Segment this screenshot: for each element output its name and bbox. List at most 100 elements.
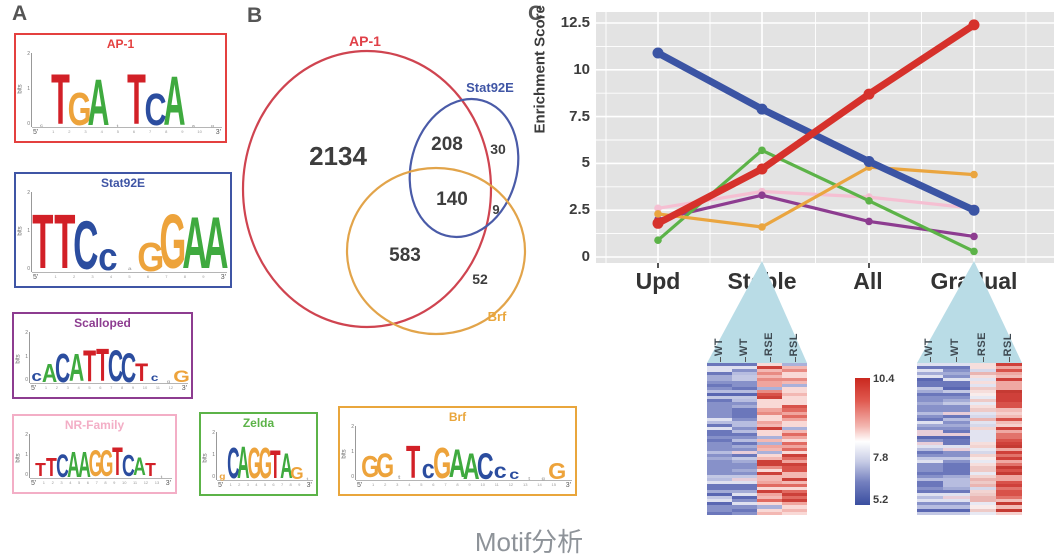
logo-letter: G [159,199,187,286]
x-label-stable: Stable [727,268,797,294]
venn-label-stat92e: Stat92E [466,80,514,95]
heatmap-col-tick [794,357,796,362]
caption: Motif分析 [474,527,584,557]
logo-letter: A [42,357,58,388]
point-Scalloped-Stable [758,191,766,199]
heatmap-col-tick [769,357,771,362]
motif-title-stat92e: Stat92E [100,176,146,190]
heatmap-col-label-WT: WT [949,337,962,356]
logo-letter: G [247,439,262,488]
logo-letter: t [160,474,162,479]
venn-circle-ap1 [241,49,493,329]
x-tick-Upd [657,263,659,268]
y-tick-0: 0 [581,248,590,265]
logo-letter: g [219,472,226,482]
logo-letter: G [137,233,165,280]
venn-count-stat-brf: 9 [492,202,500,217]
heatmap-gradual [917,363,1022,515]
y-tick-10: 10 [573,60,590,78]
logo-letter: T [135,359,149,388]
logo-letter: T [53,199,76,286]
logo-letter: C [55,344,71,391]
logo-letter: g [541,475,545,481]
logo-letter: T [51,59,70,140]
logo-letter: G [361,451,380,485]
logo-letter: g [166,378,170,384]
venn-count-stat-only: 30 [490,141,506,157]
venn-count-ap1-brf: 583 [389,245,421,266]
heatmap-col-tick [956,357,958,362]
logo-x-axis: 5' 1 2 3 4 5 6 7 8 9 3' [217,480,313,489]
point-Stat92E-All [863,156,875,167]
heatmap-stable [707,363,807,515]
logo-letter: G [290,463,304,484]
x-tick-All [868,263,870,268]
point-Brf-Upd [654,210,662,218]
logo-letter: t [116,123,119,128]
venn-count-ap1-stat: 208 [431,134,463,155]
logo-y-axis: bits 2 1 0 [15,330,30,383]
x-label-upd: Upd [635,268,681,294]
motif-title-brf: Brf [448,410,467,424]
logo-letter: c [421,454,435,485]
logo-y-axis: bits 2 1 0 [17,190,32,272]
logo-letter: a [127,267,132,273]
colorbar [855,378,870,505]
venn-count-ap1-only: 2134 [309,141,367,171]
logo-letter: T [46,452,58,483]
logo-letter: T [406,435,421,488]
logo-letter: T [144,459,156,481]
y-tick-12.5: 12.5 [560,14,590,31]
heatmap-col-label-RSL: RSL [1001,332,1014,357]
colorbar-min: 5.2 [873,494,889,506]
logo-letter: g [210,123,215,128]
logo-letter: A [237,437,250,489]
logo-letter: C [73,207,99,285]
logo-letter: G [258,439,272,488]
motif-title-zelda: Zelda [242,416,275,430]
y-tick-5: 5 [581,154,590,172]
venn-diagram: AP-1 Stat92E Brf 2134 208 30 140 9 583 5… [240,0,540,345]
logo-letter: A [280,446,293,486]
heatmap-col-label-WT: WT [737,337,750,356]
series-Scalloped [656,193,976,238]
venn-circles [241,49,527,336]
logo-letter: A [67,444,81,485]
logo-letter: A [68,346,84,390]
logo-letter: C [144,84,167,136]
logo-letter: T [112,440,123,485]
logo-y-axis: bits 2 1 0 [17,51,32,127]
point-AP-1-Stable [756,163,768,175]
series-Brf [656,165,976,229]
logo-letter: C [477,444,494,487]
venn-count-ap1-stat-brf: 140 [436,189,468,210]
logo-letter: A [163,61,186,140]
logo-letter: A [181,203,208,285]
venn-count-brf-only: 52 [472,271,488,287]
point-AP-1-All [863,88,875,100]
heatmap-col-label-WT: WT [712,337,725,356]
logo-letter: a [192,123,195,128]
x-label-all: All [853,268,883,294]
motif-title-ap1: AP-1 [106,37,135,51]
heatmap-col-tick [982,357,984,362]
heatmap-col-label-WT: WT [923,337,936,356]
point-Brf-Gradual [970,170,978,179]
heatmap-col-tick [930,357,932,362]
heatmap-col-label-RSE: RSE [975,331,988,356]
logo-letter: G [88,443,103,485]
y-tick-2.5: 2.5 [569,201,590,219]
venn-circle-brf [345,166,527,336]
panel-a-label: A [12,2,28,25]
logo-letter: C [56,447,70,484]
heatmap-col-tick [744,357,746,362]
